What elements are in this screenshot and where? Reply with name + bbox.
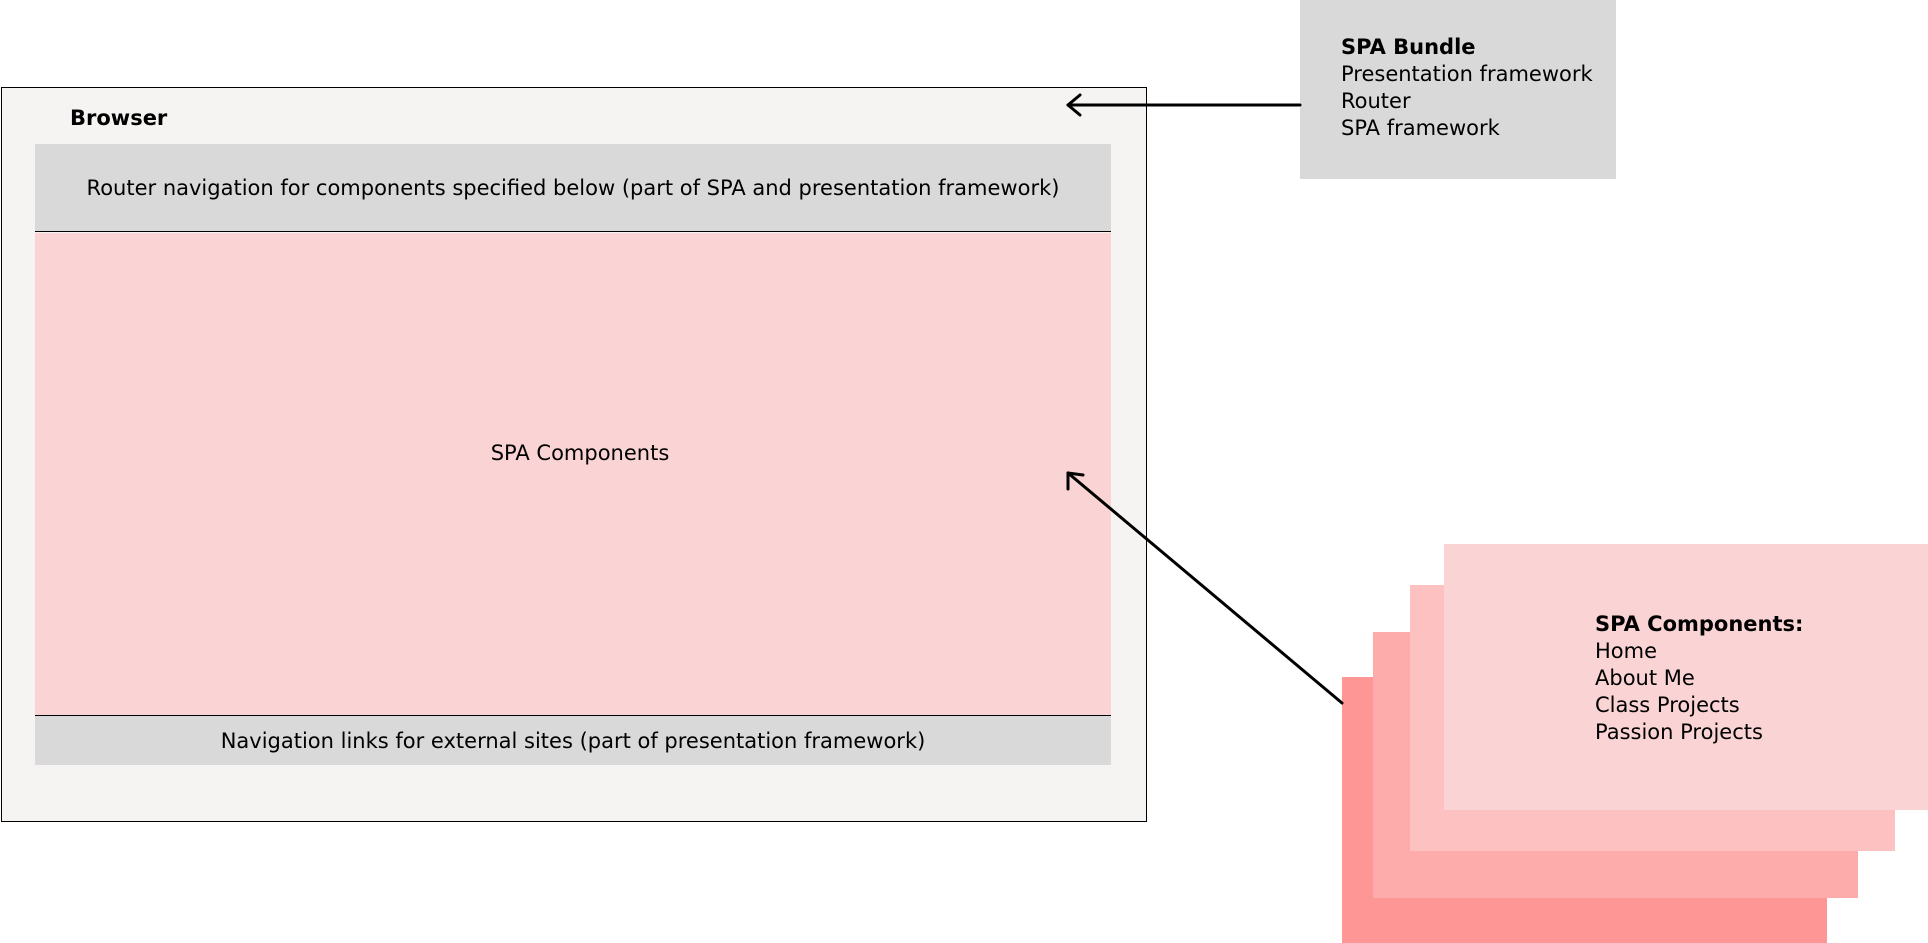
component-item-class-projects: Class Projects [1595,693,1740,717]
router-navigation-bar: Router navigation for components specifi… [35,144,1111,232]
external-navigation-text: Navigation links for external sites (par… [220,728,926,753]
bundle-item-presentation-framework: Presentation framework [1341,62,1593,86]
external-navigation-bar: Navigation links for external sites (par… [35,715,1111,765]
bundle-item-router: Router [1341,89,1411,113]
bundle-to-browser-arrowhead [1066,93,1082,117]
browser-label: Browser [70,106,168,130]
router-navigation-text: Router navigation for components specifi… [86,175,1060,200]
bundle-item-spa-framework: SPA framework [1341,116,1500,140]
components-list-title: SPA Components: [1595,612,1804,636]
components-to-area-arrow-line [1066,471,1344,705]
component-stack-card-front: SPA Components: Home About Me Class Proj… [1444,544,1928,810]
component-item-passion-projects: Passion Projects [1595,720,1763,744]
spa-components-area: SPA Components [35,233,1111,715]
component-item-home: Home [1595,639,1658,663]
components-to-area-arrowhead [1066,471,1085,491]
spa-bundle-box: SPA Bundle Presentation framework Router… [1300,0,1616,179]
component-item-about-me: About Me [1595,666,1695,690]
spa-components-label: SPA Components [490,441,670,465]
spa-bundle-title: SPA Bundle [1341,35,1476,59]
